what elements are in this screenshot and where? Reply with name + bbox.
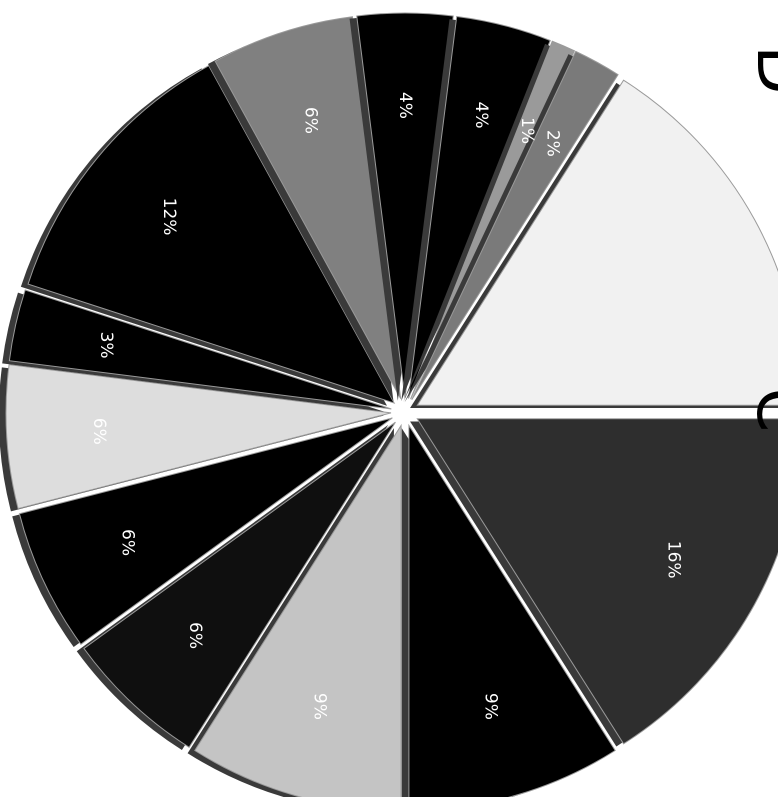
slice-label: 12% <box>159 198 179 236</box>
slice-label: 9% <box>309 693 329 720</box>
pie-slice <box>416 79 778 406</box>
pie-slice <box>83 421 396 748</box>
pie-slice <box>5 364 392 510</box>
slice-label: 2% <box>543 130 563 157</box>
slice-label: 9% <box>481 693 501 720</box>
pie-slice <box>8 289 392 410</box>
slice-label: 6% <box>89 418 109 445</box>
pie-slice <box>411 50 619 400</box>
pie-slice <box>27 65 396 404</box>
slice-label: 16% <box>664 541 684 579</box>
slice-label: 4% <box>471 102 491 129</box>
pie-slice <box>18 417 393 645</box>
slice-label: 6% <box>185 622 205 649</box>
pie-slice <box>356 12 454 399</box>
slice-label: 3% <box>96 332 116 359</box>
pie-slice <box>416 418 778 745</box>
slice-label: 6% <box>118 529 138 556</box>
slice-label: 4% <box>395 92 415 119</box>
pie-slice <box>194 423 402 797</box>
pie-slice <box>408 423 616 797</box>
edge-text-top: D <box>742 45 778 94</box>
pie-slices <box>0 12 778 797</box>
slice-label: 1% <box>517 117 537 144</box>
slice-label: 6% <box>300 107 320 134</box>
edge-text-middle: C <box>742 388 778 433</box>
pie-labels: 16% 9% 9% 6% 6% 6% 3% 12% 6% 4% 4% 1% 2% <box>89 92 684 720</box>
pie-slice <box>214 16 402 399</box>
